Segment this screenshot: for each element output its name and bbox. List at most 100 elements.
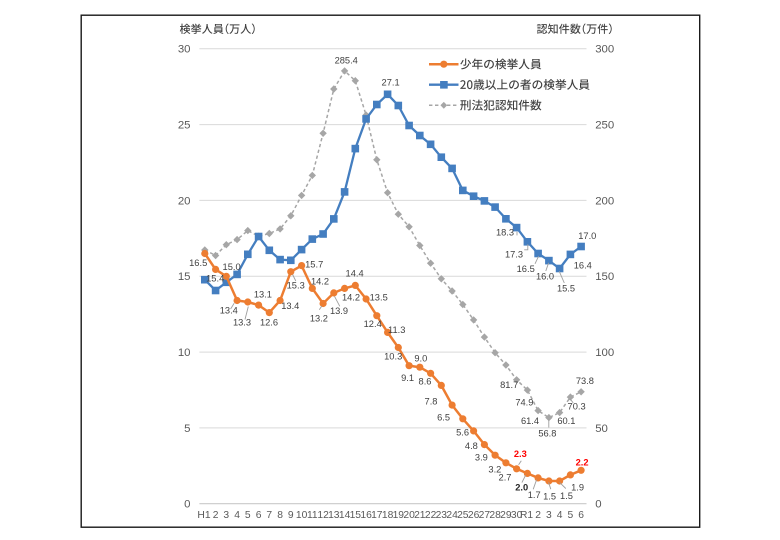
svg-text:1.5: 1.5 xyxy=(543,492,556,502)
svg-text:16.5: 16.5 xyxy=(189,258,207,268)
svg-text:13.5: 13.5 xyxy=(370,292,388,302)
svg-text:18: 18 xyxy=(382,510,394,521)
svg-text:14.2: 14.2 xyxy=(311,277,329,287)
svg-text:150: 150 xyxy=(595,271,614,283)
svg-text:2: 2 xyxy=(213,510,219,521)
svg-text:56.8: 56.8 xyxy=(538,429,556,439)
svg-text:10.3: 10.3 xyxy=(384,351,402,361)
svg-text:4: 4 xyxy=(234,510,240,521)
svg-text:25: 25 xyxy=(178,120,191,132)
svg-text:30: 30 xyxy=(178,44,191,56)
svg-text:50: 50 xyxy=(595,423,608,435)
svg-text:16.0: 16.0 xyxy=(536,272,554,282)
svg-text:30: 30 xyxy=(511,510,523,521)
svg-text:285.4: 285.4 xyxy=(335,55,358,65)
svg-text:4: 4 xyxy=(557,510,563,521)
svg-text:1.9: 1.9 xyxy=(571,483,584,493)
svg-text:9.0: 9.0 xyxy=(414,354,427,364)
svg-text:0: 0 xyxy=(184,499,190,511)
svg-text:13.4: 13.4 xyxy=(220,306,238,316)
svg-text:16.5: 16.5 xyxy=(517,264,535,274)
svg-text:15.0: 15.0 xyxy=(223,262,241,272)
svg-text:2.0: 2.0 xyxy=(515,482,528,492)
svg-text:13.9: 13.9 xyxy=(330,306,348,316)
svg-text:21: 21 xyxy=(414,510,426,521)
svg-text:4.8: 4.8 xyxy=(465,441,478,451)
svg-text:14.2: 14.2 xyxy=(342,292,360,302)
svg-text:73.8: 73.8 xyxy=(576,376,594,386)
svg-text:70.3: 70.3 xyxy=(568,402,586,412)
svg-text:12.6: 12.6 xyxy=(260,317,278,327)
svg-text:27: 27 xyxy=(479,510,491,521)
svg-text:15.7: 15.7 xyxy=(305,260,323,270)
svg-text:17: 17 xyxy=(371,510,383,521)
svg-text:2.2: 2.2 xyxy=(576,457,589,467)
svg-text:13.3: 13.3 xyxy=(233,317,251,327)
svg-text:250: 250 xyxy=(595,120,614,132)
svg-text:60.1: 60.1 xyxy=(557,416,575,426)
svg-text:5.6: 5.6 xyxy=(456,428,469,438)
svg-text:14.4: 14.4 xyxy=(346,268,364,278)
svg-text:3: 3 xyxy=(546,510,552,521)
svg-text:3: 3 xyxy=(223,510,229,521)
svg-text:H1: H1 xyxy=(197,510,210,521)
svg-text:5: 5 xyxy=(568,510,574,521)
svg-text:0: 0 xyxy=(595,499,601,511)
svg-text:200: 200 xyxy=(595,195,614,207)
svg-text:61.4: 61.4 xyxy=(521,416,539,426)
svg-text:12.4: 12.4 xyxy=(364,319,382,329)
svg-text:9: 9 xyxy=(288,510,294,521)
svg-text:5: 5 xyxy=(184,423,190,435)
svg-text:2.7: 2.7 xyxy=(499,472,512,482)
svg-text:6: 6 xyxy=(256,510,262,521)
svg-text:74.9: 74.9 xyxy=(515,397,533,407)
svg-text:5: 5 xyxy=(245,510,251,521)
svg-text:2: 2 xyxy=(535,510,541,521)
svg-text:13.2: 13.2 xyxy=(310,313,328,323)
svg-text:12: 12 xyxy=(317,510,329,521)
svg-text:8: 8 xyxy=(277,510,283,521)
svg-text:7: 7 xyxy=(266,510,272,521)
svg-text:1.5: 1.5 xyxy=(560,491,573,501)
svg-text:10: 10 xyxy=(296,510,308,521)
svg-text:15: 15 xyxy=(178,271,191,283)
svg-text:11: 11 xyxy=(307,510,318,521)
svg-text:15.5: 15.5 xyxy=(557,284,575,294)
svg-text:13.1: 13.1 xyxy=(254,289,272,299)
svg-text:17.3: 17.3 xyxy=(505,250,523,260)
svg-text:24: 24 xyxy=(446,510,458,521)
svg-text:29: 29 xyxy=(500,510,512,521)
svg-text:17.0: 17.0 xyxy=(578,231,596,241)
svg-text:81.7: 81.7 xyxy=(500,380,518,390)
svg-text:3.2: 3.2 xyxy=(488,465,501,475)
svg-text:100: 100 xyxy=(595,347,614,359)
svg-text:26: 26 xyxy=(468,510,480,521)
svg-text:300: 300 xyxy=(595,44,614,56)
svg-text:6: 6 xyxy=(578,510,584,521)
svg-text:13.4: 13.4 xyxy=(281,301,299,311)
svg-text:27.1: 27.1 xyxy=(382,78,400,88)
svg-text:7.8: 7.8 xyxy=(425,397,438,407)
svg-text:11.3: 11.3 xyxy=(388,325,405,335)
svg-text:20: 20 xyxy=(403,510,415,521)
svg-text:15: 15 xyxy=(350,510,362,521)
svg-text:8.6: 8.6 xyxy=(419,377,432,387)
svg-text:1.7: 1.7 xyxy=(528,490,541,500)
svg-text:19: 19 xyxy=(393,510,405,521)
svg-text:15.3: 15.3 xyxy=(287,280,305,290)
svg-text:15.4: 15.4 xyxy=(206,274,224,284)
svg-text:14: 14 xyxy=(339,510,351,521)
svg-text:6.5: 6.5 xyxy=(437,413,450,423)
svg-text:10: 10 xyxy=(178,347,191,359)
svg-text:18.3: 18.3 xyxy=(496,227,514,237)
svg-text:16.4: 16.4 xyxy=(574,261,592,271)
svg-text:25: 25 xyxy=(457,510,469,521)
svg-text:16: 16 xyxy=(360,510,372,521)
svg-text:22: 22 xyxy=(425,510,437,521)
svg-text:2.3: 2.3 xyxy=(514,449,527,459)
svg-text:23: 23 xyxy=(436,510,448,521)
svg-text:9.1: 9.1 xyxy=(401,373,414,383)
svg-text:13: 13 xyxy=(328,510,340,521)
svg-text:3.9: 3.9 xyxy=(475,452,488,462)
svg-text:R1: R1 xyxy=(520,510,533,521)
